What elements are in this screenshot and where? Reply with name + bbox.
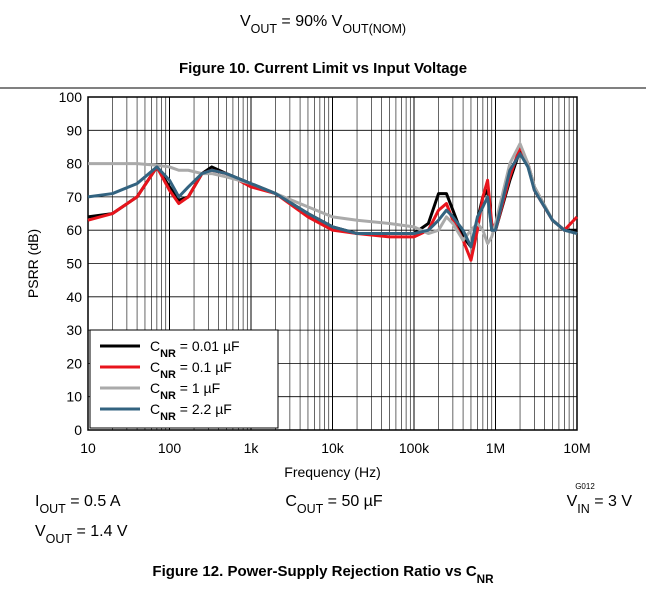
text-part: Figure 10. Current Limit vs Input Voltag… (179, 60, 467, 77)
text-part: = 0.5 A (66, 493, 121, 510)
y-tick-label: 100 (59, 89, 83, 105)
text-part: C (285, 493, 297, 510)
text-part: NR (160, 348, 176, 360)
text-part: NR (477, 573, 494, 586)
text-part: C (150, 338, 160, 354)
text-part: = 2.2 µF (176, 401, 232, 417)
figure-caption: Figure 12. Power-Supply Rejection Ratio … (152, 563, 494, 586)
text-part: = 90% V (277, 13, 343, 30)
text-part: = 1 µF (176, 380, 220, 396)
condition-text: VOUT = 1.4 V (35, 523, 128, 546)
y-tick-label: 30 (66, 322, 82, 338)
text-part: = 50 µF (323, 493, 383, 510)
x-tick-label: 10k (321, 440, 345, 456)
y-tick-label: 0 (74, 422, 82, 438)
text-part: NR (160, 411, 176, 423)
condition-text: COUT = 50 µF (285, 493, 383, 516)
y-tick-label: 20 (66, 355, 82, 371)
y-tick-label: 40 (66, 289, 82, 305)
text-part: V (35, 523, 46, 540)
legend-label: CNR = 1 µF (150, 380, 220, 402)
header-text: VOUT = 90% VOUT(NOM) (240, 13, 406, 36)
legend-label: CNR = 2.2 µF (150, 401, 232, 423)
y-tick-label: 70 (66, 189, 82, 205)
y-tick-label: 80 (66, 156, 82, 172)
series-line (88, 142, 578, 246)
figure-code: G012 (575, 482, 595, 491)
y-tick-label: 50 (66, 256, 82, 272)
plot-frame (87, 96, 578, 431)
text-part: C (150, 380, 160, 396)
text-part: OUT (46, 532, 73, 546)
text-part: OUT (251, 22, 278, 36)
text-part: OUT(NOM) (342, 22, 406, 36)
y-tick-label: 90 (66, 122, 82, 138)
text-part: IN (577, 502, 589, 516)
x-tick-label: 10 (80, 440, 96, 456)
series-line (87, 152, 578, 249)
x-axis-label: Frequency (Hz) (284, 464, 380, 480)
x-tick-label: 10M (563, 440, 590, 456)
text-part: Figure 12. Power-Supply Rejection Ratio … (152, 563, 476, 580)
legend-label: CNR = 0.01 µF (150, 338, 240, 360)
x-tick-label: 1k (244, 440, 260, 456)
text-part: = 0.1 µF (176, 359, 232, 375)
condition-text: VIN = 3 V (567, 493, 633, 516)
y-tick-label: 10 (66, 389, 82, 405)
text-part: = 0.01 µF (176, 338, 240, 354)
text-part: = 1.4 V (72, 523, 128, 540)
text-part: I (35, 493, 39, 510)
y-tick-label: 60 (66, 222, 82, 238)
text-part: OUT (39, 502, 66, 516)
text-part: NR (160, 369, 176, 381)
text-part: C (150, 359, 160, 375)
y-axis-label: PSRR (dB) (25, 229, 41, 298)
text-part: OUT (297, 502, 324, 516)
text-part: V (567, 493, 578, 510)
text-part: NR (160, 390, 176, 402)
figure-caption: Figure 10. Current Limit vs Input Voltag… (179, 60, 467, 77)
legend-label: CNR = 0.1 µF (150, 359, 232, 381)
text-part: C (150, 401, 160, 417)
condition-text: IOUT = 0.5 A (35, 493, 121, 516)
text-part: V (240, 13, 251, 30)
x-tick-label: 1M (486, 440, 505, 456)
x-tick-label: 100k (399, 440, 430, 456)
x-tick-label: 100 (158, 440, 182, 456)
text-part: = 3 V (590, 493, 633, 510)
